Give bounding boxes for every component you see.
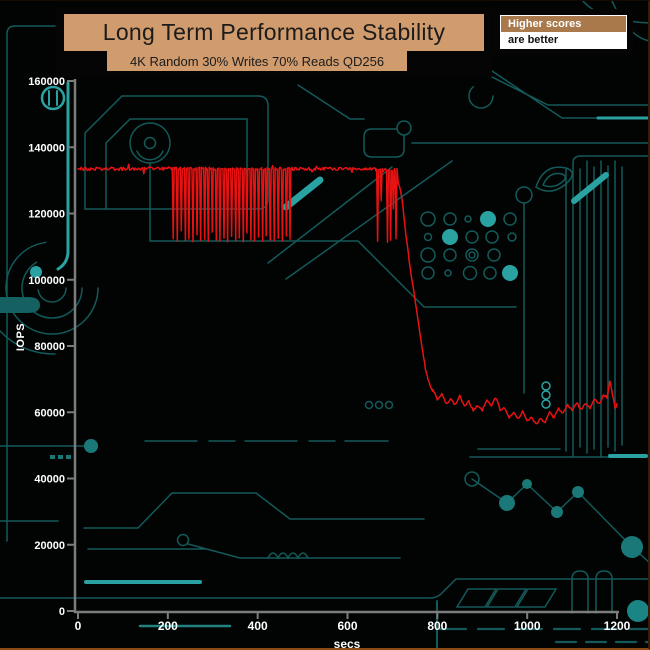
svg-text:120000: 120000 [28,209,65,221]
svg-text:1000: 1000 [514,619,541,633]
y-axis-title: IOPS [15,322,27,352]
svg-text:0: 0 [75,619,82,633]
legend-box: Higher scores are better [500,15,627,49]
svg-text:80000: 80000 [34,341,65,353]
chart-subtitle: 4K Random 30% Writes 70% Reads QD256 [107,51,407,71]
chart-title: Long Term Performance Stability [64,14,484,51]
x-axis-title: secs [333,637,361,650]
svg-text:0: 0 [59,606,65,618]
svg-text:20000: 20000 [34,540,65,552]
legend-line-1: Higher scores [501,16,626,32]
svg-text:800: 800 [427,619,447,633]
svg-text:40000: 40000 [34,474,65,486]
svg-text:1200: 1200 [604,619,631,633]
legend-line-2: are better [501,32,626,48]
svg-text:140000: 140000 [28,142,65,154]
svg-text:600: 600 [337,619,357,633]
svg-text:100000: 100000 [28,275,65,287]
svg-text:400: 400 [248,619,268,633]
svg-text:60000: 60000 [34,407,65,419]
svg-text:200: 200 [158,619,178,633]
svg-text:160000: 160000 [28,76,65,88]
